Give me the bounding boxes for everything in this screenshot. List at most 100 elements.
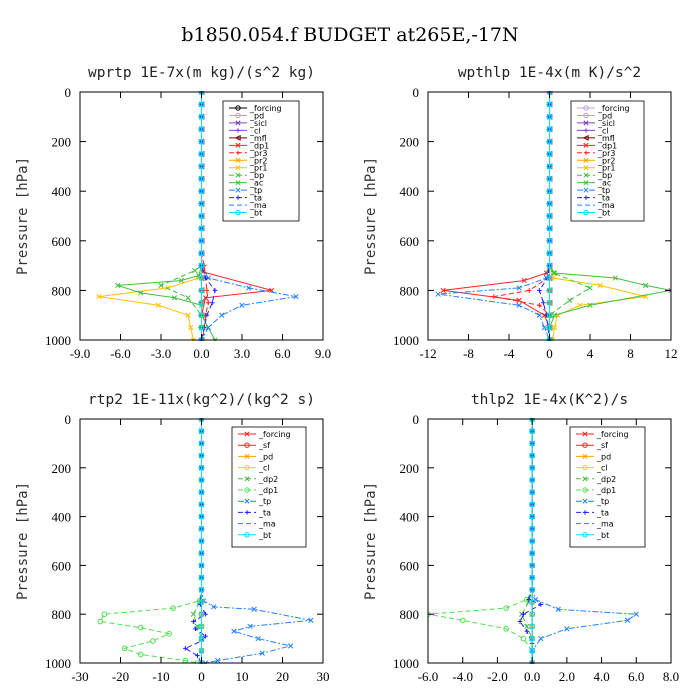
panel-2-series_bt-point-shape <box>546 126 553 132</box>
panel-3-legend-label: _sf <box>258 441 270 450</box>
panel-4-series_ta-point <box>524 628 530 634</box>
panel-3-series_bt-point-shape <box>198 501 205 508</box>
panel-3-series_tp-point-shape <box>247 623 253 630</box>
panel-3-legend-marker-shape <box>244 510 250 515</box>
panel-1-legend-marker-shape <box>235 157 241 163</box>
panel-3-series_dp1-point <box>150 638 156 644</box>
panel-2-series_ta-point-shape <box>544 312 549 318</box>
panel-4-xtick-label: 4.0 <box>593 669 609 684</box>
panel-1-series_tp-point <box>246 285 252 291</box>
panel-3-series_tp-point <box>287 643 294 649</box>
panel-1-series_bt-point-shape <box>198 287 205 294</box>
panel-4-series_bt-point <box>529 452 535 459</box>
panel-4-series_bt-point-shape <box>529 465 535 471</box>
panel-3-ytick-label: 600 <box>52 558 72 573</box>
panel-2-series_ta-point-shape <box>541 300 546 306</box>
panel-3-series_bt-point-shape <box>198 526 205 532</box>
panel-4-legend-marker-shape <box>582 487 588 493</box>
panel-3-ytick-label: 0 <box>65 412 72 427</box>
panel-2-legend-marker-shape <box>583 150 589 155</box>
panel-1-series_bt-point <box>198 324 205 331</box>
panel-4-legend-marker-shape <box>582 510 588 515</box>
panel-2-legend-marker-shape <box>583 120 589 126</box>
panel-1-series_bt-point-shape <box>198 176 205 182</box>
panel-3-title: rtp2 1E-11x(kg^2)/(kg^2 s) <box>88 392 315 408</box>
panel-2-series_bt-point <box>546 250 553 256</box>
panel-4-series_dp1-point-shape <box>520 635 527 642</box>
panel-2-series_pr3-point <box>537 302 542 308</box>
panel-2-series_tp-point-shape <box>541 324 548 331</box>
panel-3-series_dp1-point <box>137 651 144 658</box>
panel-1-xtick-label: 6.0 <box>274 346 290 361</box>
panel-2-legend-marker <box>583 180 589 186</box>
panel-2-series_bt-point <box>546 138 553 145</box>
panel-2-legend-marker <box>583 105 589 111</box>
panel-1-ytick-label: 600 <box>52 234 72 249</box>
panel-3-series_tp-point <box>247 623 253 630</box>
panel-4-series_bt-point <box>529 648 535 654</box>
panel-3-ytick-label: 1000 <box>45 656 71 671</box>
panel-2-series_pr1-point <box>577 302 583 308</box>
panel-4-ytick-label: 200 <box>400 461 420 476</box>
panel-1-legend-marker-shape <box>235 120 241 126</box>
panel-3-series_bt-point <box>198 574 205 581</box>
panel-2-legend-label: _bp <box>597 171 612 180</box>
panel-3-series_bt-point-shape <box>198 452 205 459</box>
panel-2-legend-marker-shape <box>583 105 589 111</box>
panel-1-legend-marker-shape <box>235 105 241 111</box>
panel-4-series_dp1-point <box>503 626 509 632</box>
panel-2-series_tp-point <box>435 291 441 297</box>
panel-1-series_bt-point <box>198 138 205 145</box>
panel-3-series_bt-point <box>198 489 205 496</box>
panel-3-series_bt-point-shape <box>198 611 205 618</box>
panel-1-legend-label: _tp <box>249 186 262 195</box>
panel-4-series-group <box>428 418 639 664</box>
panel-1-series_bt-point <box>198 101 205 108</box>
panel-2-series_ta-point-shape <box>537 288 542 293</box>
panel-2-series_ac-point <box>587 302 593 308</box>
panel-4-legend-marker <box>582 476 588 482</box>
panel-3-series_ta-point-shape <box>183 646 188 651</box>
panel-4-series_bt-point-shape <box>529 513 535 520</box>
panel-4-series_ta-point-shape <box>521 611 526 617</box>
panel-2-series_ac-point-shape <box>668 287 671 294</box>
panel-1-legend-marker <box>235 150 241 155</box>
panel-3-series_bt-point <box>198 428 205 435</box>
panel-1-legend-label: _pr1 <box>249 164 267 173</box>
panel-1-series_bp-line <box>159 92 202 340</box>
panel-3-series_bt-point-shape <box>198 635 205 642</box>
panel-2-series_bt-point <box>546 312 553 319</box>
panel-1-series_bt-point-shape <box>198 225 205 232</box>
panel-3-series_bt-point-shape <box>198 648 205 654</box>
panel-3-series_tp-point <box>255 635 261 642</box>
panel-1-legend-marker-shape <box>235 112 241 119</box>
panel-3-xtick-label: -10 <box>152 669 169 684</box>
panel-3-legend: _forcing _sf _pd _cl _dp2 _dp1 _tp _ta _ma _bt <box>231 426 307 548</box>
panel-2-series_bt-point <box>546 262 553 269</box>
panel-1-legend-marker <box>235 142 241 148</box>
panel-2-series_dp1-line <box>443 92 550 340</box>
panel-2-legend-label: _tp <box>597 186 610 195</box>
panel-1-ytick-label: 1000 <box>45 333 71 348</box>
panel-2-series_pr1-point-shape <box>577 302 583 308</box>
panel-1-series_bt-point <box>198 176 205 182</box>
panel-2-series_ta-point <box>537 288 542 293</box>
panel-2-series_dp1-point-shape <box>440 287 446 294</box>
panel-1-series_pr1-point-shape <box>188 324 194 331</box>
panel-4-legend-label: _tp <box>596 497 609 506</box>
panel-4-xtick-label: 2.0 <box>559 669 575 684</box>
panel-3-legend-marker <box>244 476 250 482</box>
panel-1-legend-marker <box>234 134 241 141</box>
panel-4-series_tp-point-shape <box>555 606 561 612</box>
panel-1-series_bp-point-shape <box>185 295 191 301</box>
panel-3-legend-label: _bt <box>258 531 271 540</box>
panel-1-xtick-label: 9.0 <box>315 346 331 361</box>
panel-4-series_bt-point <box>529 550 535 557</box>
panel-1-legend-marker-shape <box>235 128 241 133</box>
panel-1-series_tp-point <box>239 302 245 308</box>
panel-2-series_dp1-point-shape <box>543 270 550 276</box>
panel-1-legend-label: _ac <box>249 179 263 188</box>
panel-3-legend-label: _dp2 <box>258 475 278 484</box>
panel-3-series_bt-point <box>198 623 205 630</box>
